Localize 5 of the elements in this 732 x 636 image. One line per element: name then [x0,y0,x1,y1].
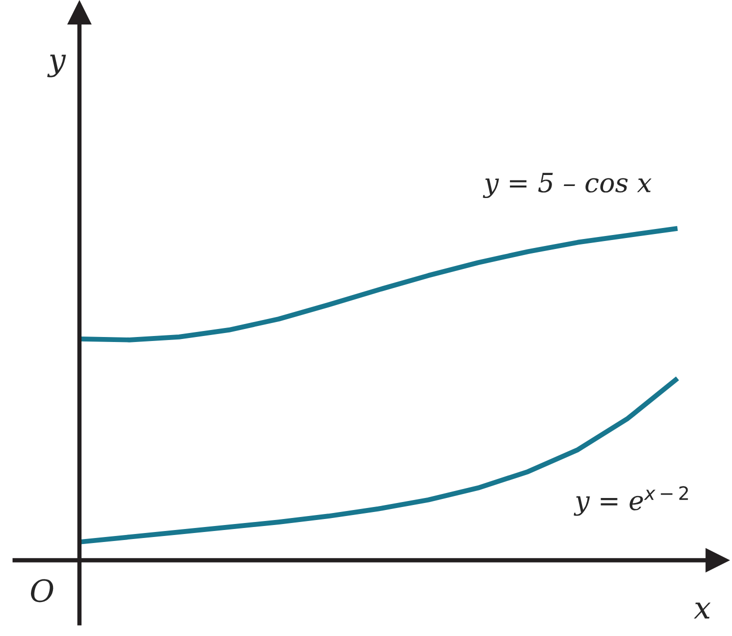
series-label: y = 5 – cos x [482,172,652,198]
text: O [30,579,54,602]
text: x [694,602,711,618]
series-label: y = e$^{x−2}$ [574,486,688,516]
text: y [47,54,66,78]
